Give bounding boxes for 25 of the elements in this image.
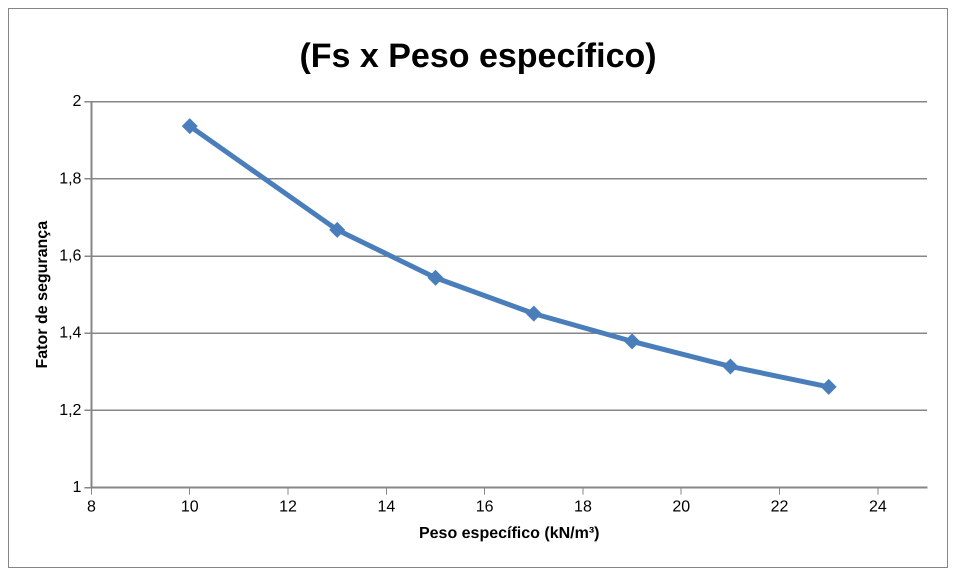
y-tick-label: 2 [72,93,82,110]
x-tick-label: 22 [770,498,789,516]
x-tick-label: 12 [279,498,298,516]
point [182,118,198,134]
point [624,333,640,350]
chart-title: (Fs x Peso específico) [299,36,657,75]
point [329,222,346,238]
x-tick-label: 24 [868,498,887,516]
x-tick-label: 16 [476,498,494,516]
point [427,270,444,286]
point [820,378,837,395]
y-tick-label: 1,6 [59,248,82,265]
y-tick-label: 1,4 [59,324,82,342]
x-tick-label: 10 [180,498,199,516]
x-tick-label: 8 [86,498,96,516]
y-tick-label: 1 [72,479,82,496]
x-tick-label: 14 [377,498,396,516]
x-axis-title: Peso específico (kN/m³) [418,524,600,542]
y-axis-title: Fator de segurança [34,220,52,369]
y-tick-label: 1,2 [59,402,82,419]
x-tick-label: 20 [672,498,690,516]
point [526,306,542,322]
y-tick-label: 1,8 [59,170,82,188]
point [722,358,738,374]
x-tick-label: 18 [574,498,592,516]
